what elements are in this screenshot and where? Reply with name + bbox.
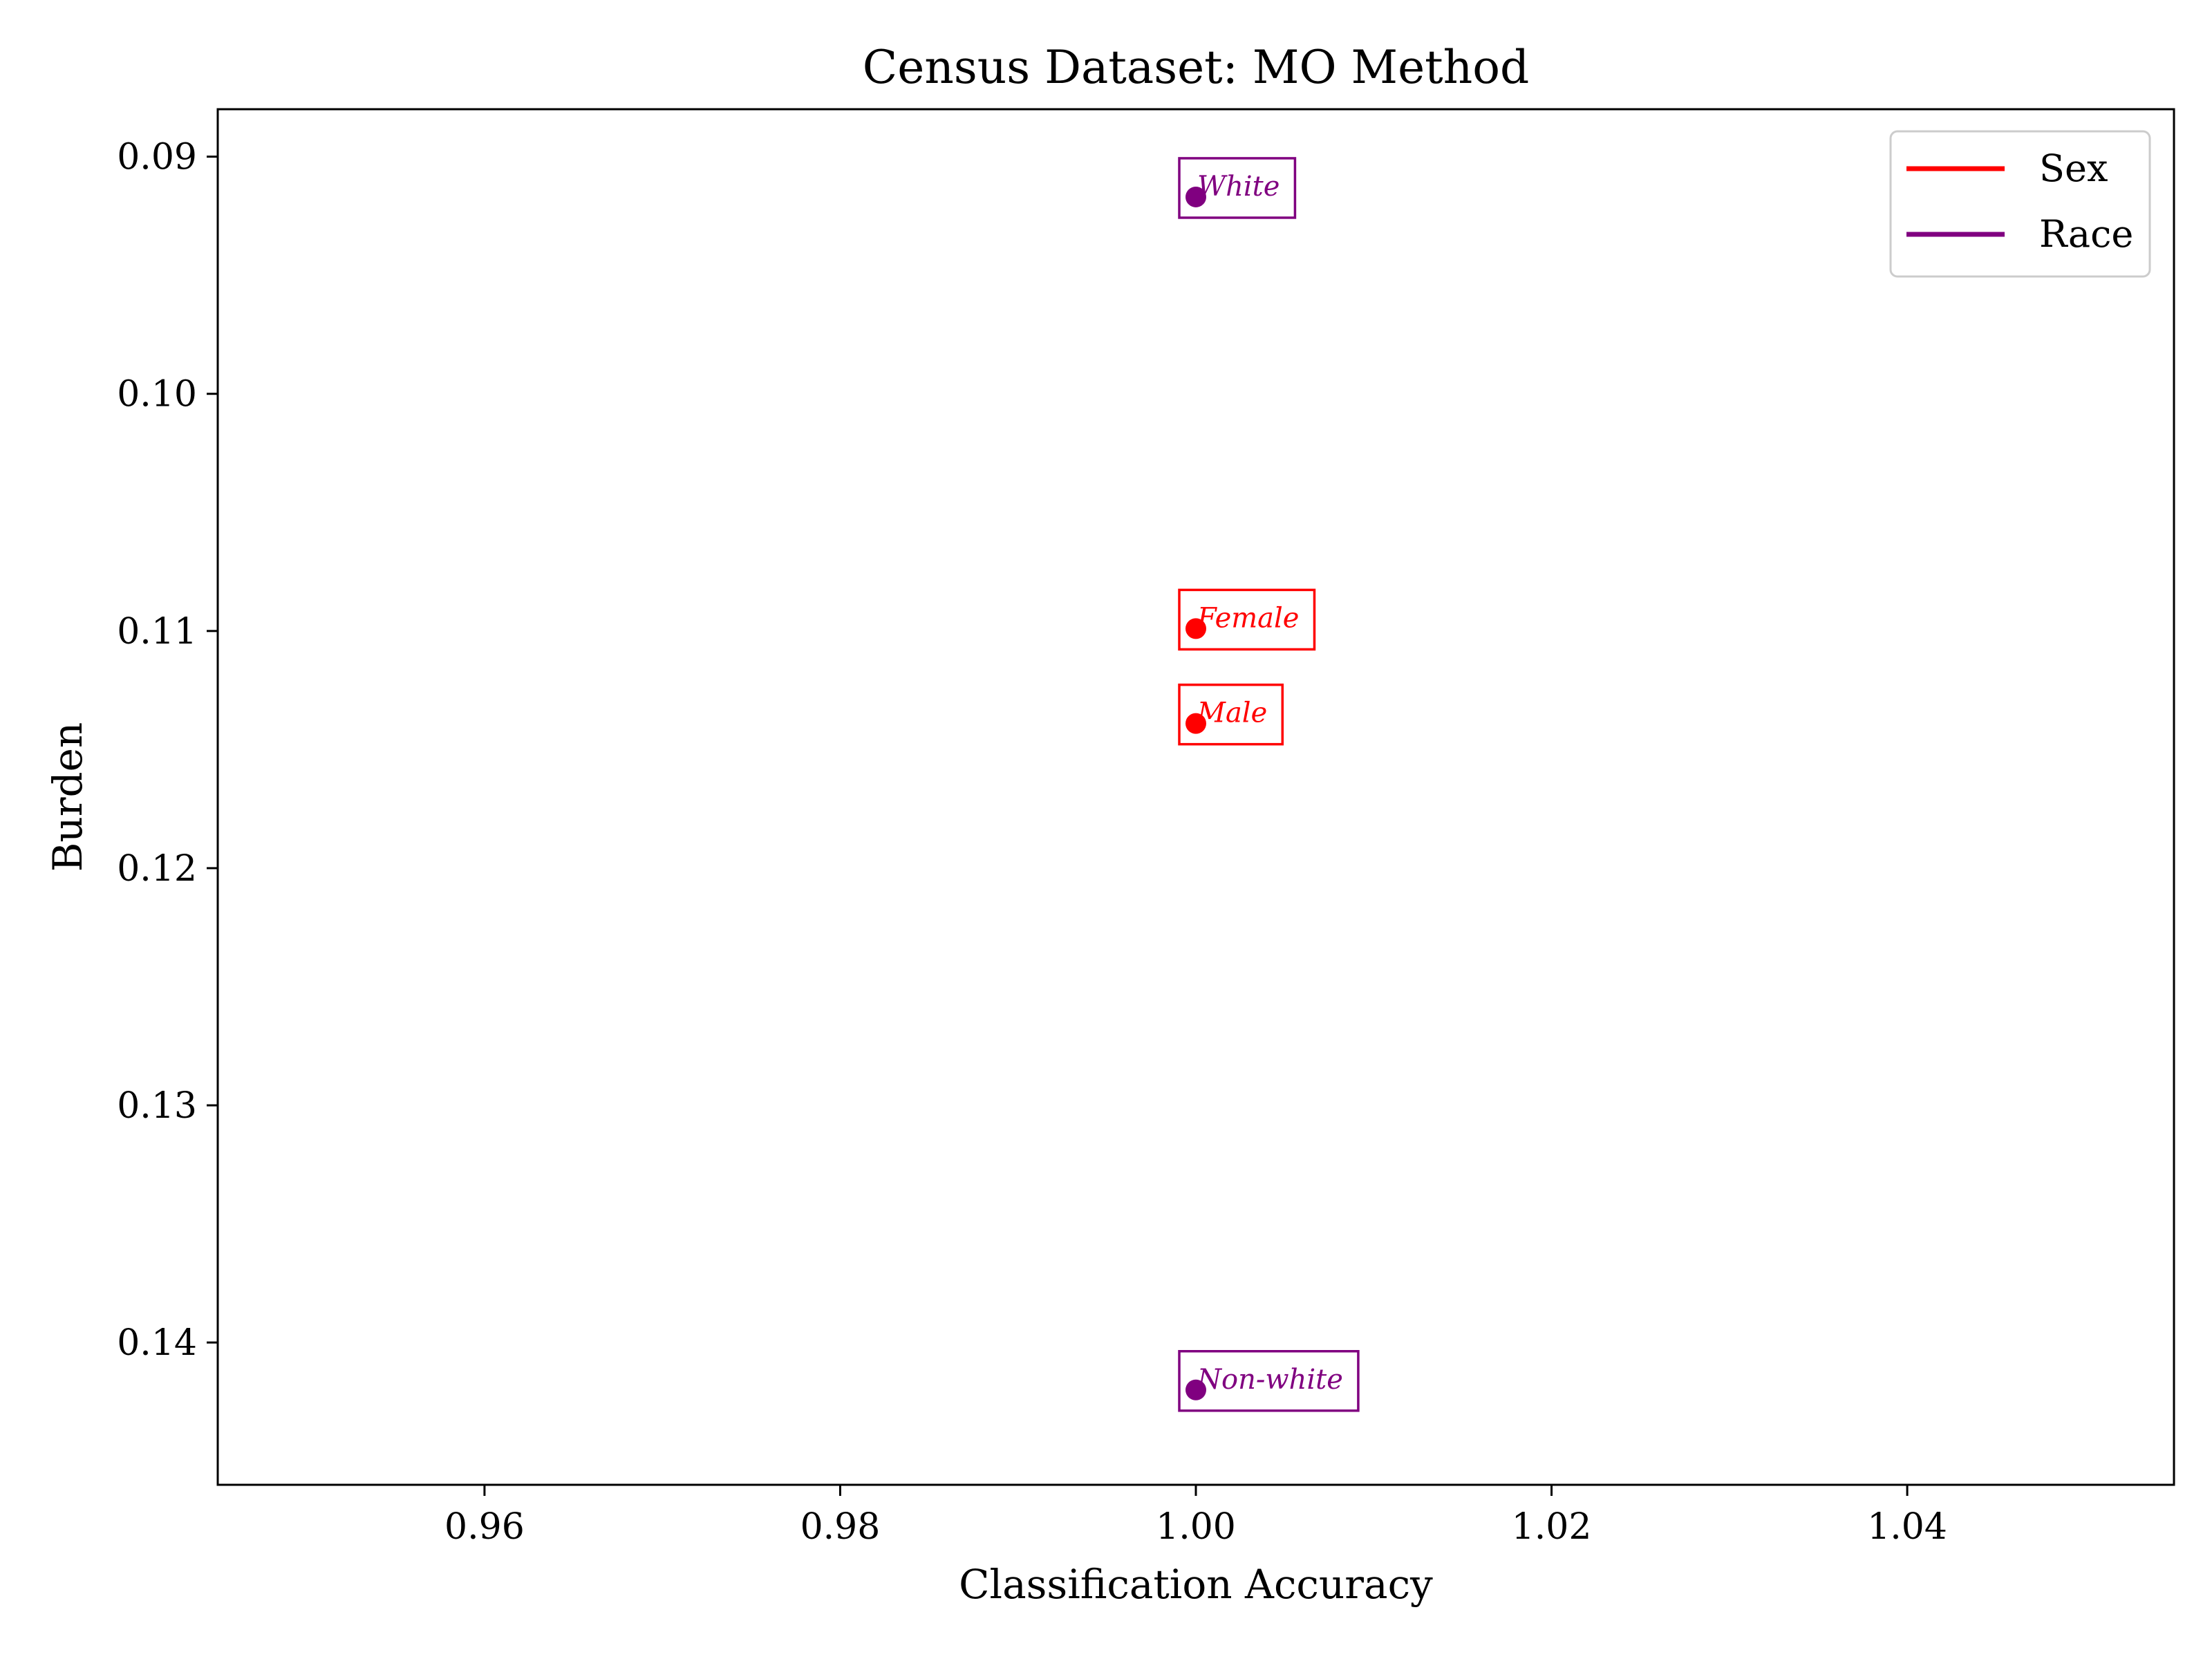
- data-point: [1185, 1379, 1206, 1400]
- legend-label: Sex: [2039, 147, 2108, 190]
- data-point: [1185, 186, 1206, 207]
- y-tick-label: 0.09: [117, 137, 197, 178]
- y-tick-label: 0.10: [117, 374, 197, 415]
- y-axis-label: Burden: [44, 722, 91, 872]
- data-point: [1185, 618, 1206, 639]
- data-point: [1185, 713, 1206, 734]
- plot-frame: [216, 108, 2175, 1486]
- point-group: Non-white: [1178, 1350, 1360, 1412]
- y-tick-label: 0.14: [117, 1322, 197, 1364]
- point-group: Female: [1178, 588, 1316, 651]
- point-group: Male: [1178, 683, 1284, 746]
- points: Female Male White Non-white: [1178, 157, 1360, 1412]
- y-tick-label: 0.11: [117, 611, 197, 653]
- point-label: Non-white: [1197, 1364, 1343, 1396]
- x-tick-label: 0.96: [444, 1506, 525, 1548]
- x-axis-label: Classification Accuracy: [959, 1561, 1433, 1608]
- point-label: Female: [1197, 602, 1299, 634]
- y-tick-label: 0.13: [117, 1085, 197, 1127]
- annotation-box: [1178, 1350, 1360, 1412]
- point-label: Male: [1197, 697, 1267, 729]
- chart-title: Census Dataset: MO Method: [863, 41, 1529, 94]
- legend: Sex Race: [1889, 130, 2151, 278]
- x-tick-label: 1.04: [1867, 1506, 1947, 1548]
- annotation-box: [1178, 588, 1316, 651]
- ticks: 0.96 0.98 1.00 1.02 1.04 0.09 0.10 0.11 0.12 0.13…: [117, 137, 1947, 1548]
- y-tick-label: 0.12: [117, 848, 197, 890]
- point-group: White: [1178, 157, 1297, 219]
- x-tick-label: 1.02: [1512, 1506, 1592, 1548]
- x-tick-label: 0.98: [800, 1506, 881, 1548]
- point-label: White: [1197, 171, 1280, 203]
- legend-label: Race: [2039, 212, 2133, 256]
- x-tick-label: 1.00: [1156, 1506, 1236, 1548]
